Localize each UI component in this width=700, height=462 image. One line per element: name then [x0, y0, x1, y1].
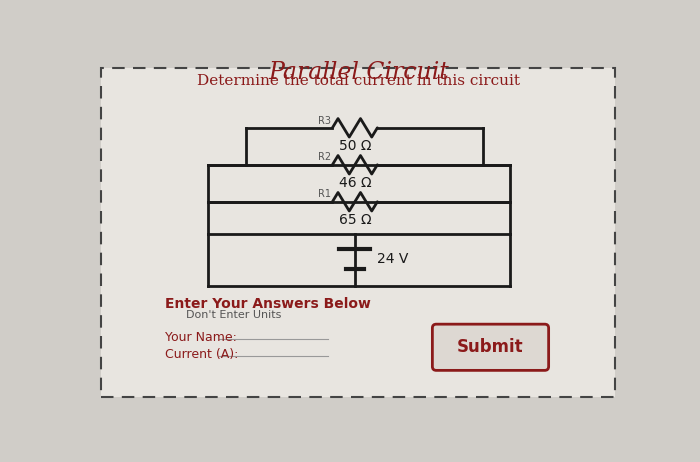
Text: Enter Your Answers Below: Enter Your Answers Below — [165, 297, 371, 311]
Text: Determine the total current in this circuit: Determine the total current in this circ… — [197, 74, 520, 88]
Text: R2: R2 — [318, 152, 331, 163]
Text: R1: R1 — [318, 189, 331, 200]
Text: 24 V: 24 V — [377, 252, 408, 266]
Text: Current (A):: Current (A): — [165, 348, 239, 361]
Text: 50 Ω: 50 Ω — [339, 140, 371, 153]
Text: Submit: Submit — [457, 338, 524, 356]
Text: Your Name:: Your Name: — [165, 331, 237, 344]
Text: Parallel Circuit: Parallel Circuit — [268, 61, 449, 84]
Text: 46 Ω: 46 Ω — [339, 176, 371, 190]
Text: Don't Enter Units: Don't Enter Units — [186, 310, 281, 320]
FancyBboxPatch shape — [433, 324, 549, 371]
Text: R3: R3 — [318, 116, 331, 126]
Text: 65 Ω: 65 Ω — [339, 213, 371, 227]
